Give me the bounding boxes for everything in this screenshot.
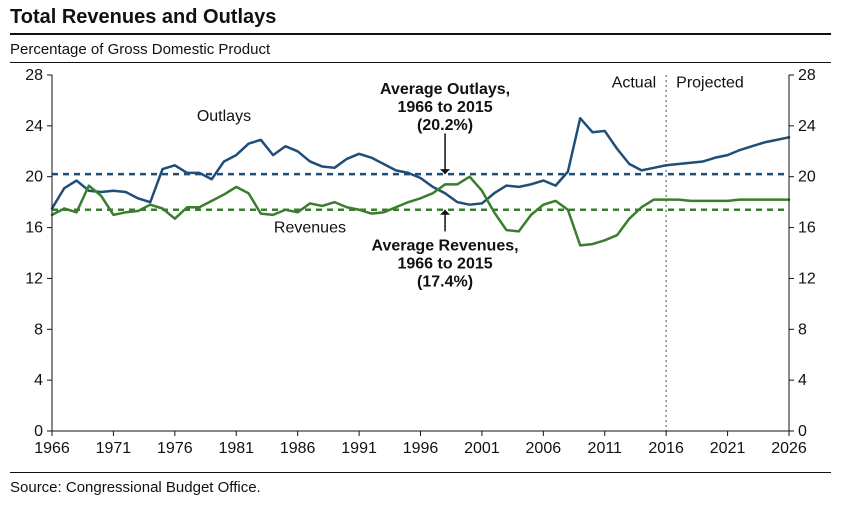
- outlays-average-label: Average Outlays,: [380, 81, 510, 98]
- y-tick-left: 12: [25, 270, 43, 287]
- revenues-average-label: (17.4%): [417, 273, 473, 290]
- x-tick: 1991: [341, 440, 377, 457]
- x-tick: 1996: [403, 440, 439, 457]
- x-tick: 2011: [588, 440, 623, 457]
- revenue-outlays-chart: 0 0 4 4 8 8 12 12 16 16 20 20 24 24 28 28 1966 1971 1976 19…: [10, 63, 831, 463]
- revenues-average-label: Average Revenues,: [372, 237, 519, 254]
- y-tick-left: 16: [25, 220, 43, 237]
- source-citation: Source: Congressional Budget Office.: [10, 479, 831, 496]
- y-tick-right: 24: [798, 118, 816, 135]
- x-tick: 1986: [280, 440, 316, 457]
- outlays-average-label: (20.2%): [417, 117, 473, 134]
- outlays-series-label: Outlays: [197, 108, 251, 125]
- actual-label: Actual: [612, 75, 656, 92]
- y-tick-right: 4: [798, 372, 807, 389]
- y-axis-description: Percentage of Gross Domestic Product: [10, 41, 831, 58]
- x-tick: 1966: [34, 440, 70, 457]
- x-tick: 1971: [96, 440, 132, 457]
- y-tick-left: 24: [25, 118, 43, 135]
- projected-label: Projected: [676, 75, 744, 92]
- y-tick-left: 20: [25, 169, 43, 186]
- y-tick-right: 12: [798, 270, 816, 287]
- outlays-average-label: 1966 to 2015: [397, 99, 492, 116]
- x-tick: 2016: [648, 440, 684, 457]
- y-tick-right: 28: [798, 67, 816, 84]
- y-tick-right: 20: [798, 169, 816, 186]
- y-tick-right: 8: [798, 321, 807, 338]
- y-tick-left: 4: [34, 372, 43, 389]
- y-tick-left: 0: [34, 423, 43, 440]
- x-tick: 1981: [218, 440, 254, 457]
- y-tick-left: 8: [34, 321, 43, 338]
- x-tick: 2006: [526, 440, 562, 457]
- x-tick: 2021: [710, 440, 746, 457]
- page-title: Total Revenues and Outlays: [10, 6, 831, 29]
- revenues-series-label: Revenues: [274, 220, 346, 237]
- revenues-average-label: 1966 to 2015: [397, 255, 492, 272]
- source-divider: [10, 472, 831, 473]
- title-divider: [10, 33, 831, 35]
- y-tick-right: 16: [798, 220, 816, 237]
- x-tick: 2026: [771, 440, 807, 457]
- y-tick-right: 0: [798, 423, 807, 440]
- x-tick: 1976: [157, 440, 193, 457]
- y-tick-left: 28: [25, 67, 43, 84]
- x-tick: 2001: [464, 440, 500, 457]
